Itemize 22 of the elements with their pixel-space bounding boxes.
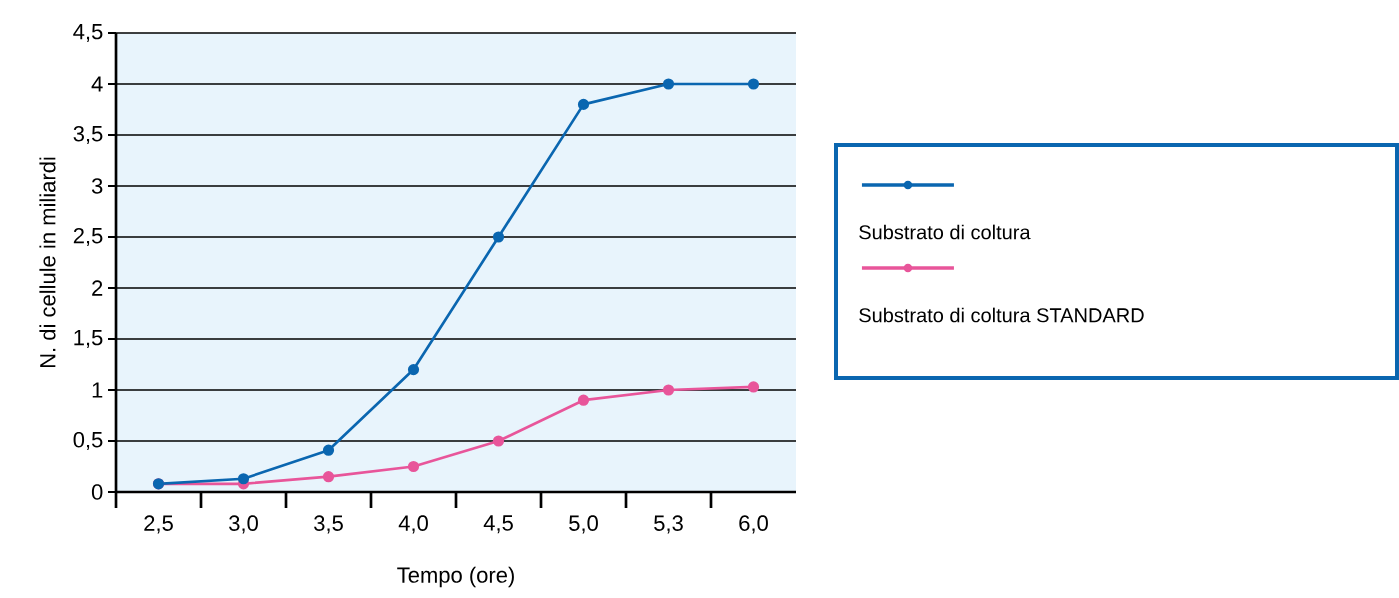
y-tick-label: 3 bbox=[91, 178, 103, 194]
x-tick-label: 5,3 bbox=[654, 515, 683, 534]
x-tick-label: 4,5 bbox=[483, 515, 513, 534]
y-tick-label: 2,5 bbox=[73, 227, 103, 247]
y-tick-label: 3,5 bbox=[73, 125, 103, 145]
x-tick-label: 3,0 bbox=[229, 515, 258, 534]
text: Substrato di coltura bbox=[859, 224, 1031, 240]
y-axis-title: N. di cellule in miliardi bbox=[39, 157, 56, 368]
y-tick-label: 1,5 bbox=[74, 330, 103, 348]
y-tick-label: 0 bbox=[91, 484, 103, 500]
x-tick-label: 3,5 bbox=[314, 515, 343, 534]
x-tick-label: 4,0 bbox=[398, 515, 428, 534]
x-tick-label: 5,0 bbox=[569, 515, 598, 534]
text: Substrato di coltura STANDARD bbox=[859, 307, 1144, 323]
y-tick-label: 1 bbox=[92, 382, 103, 398]
y-tick-label: 4,5 bbox=[73, 24, 103, 42]
x-tick-label: 6,0 bbox=[739, 515, 768, 534]
y-tick-label: 4 bbox=[91, 76, 103, 92]
y-tick-label: 0,5 bbox=[73, 431, 103, 451]
y-tick-label: 2 bbox=[92, 280, 103, 296]
x-tick-label: 2,5 bbox=[144, 515, 173, 534]
x-axis-title: Tempo (ore) bbox=[397, 566, 514, 588]
